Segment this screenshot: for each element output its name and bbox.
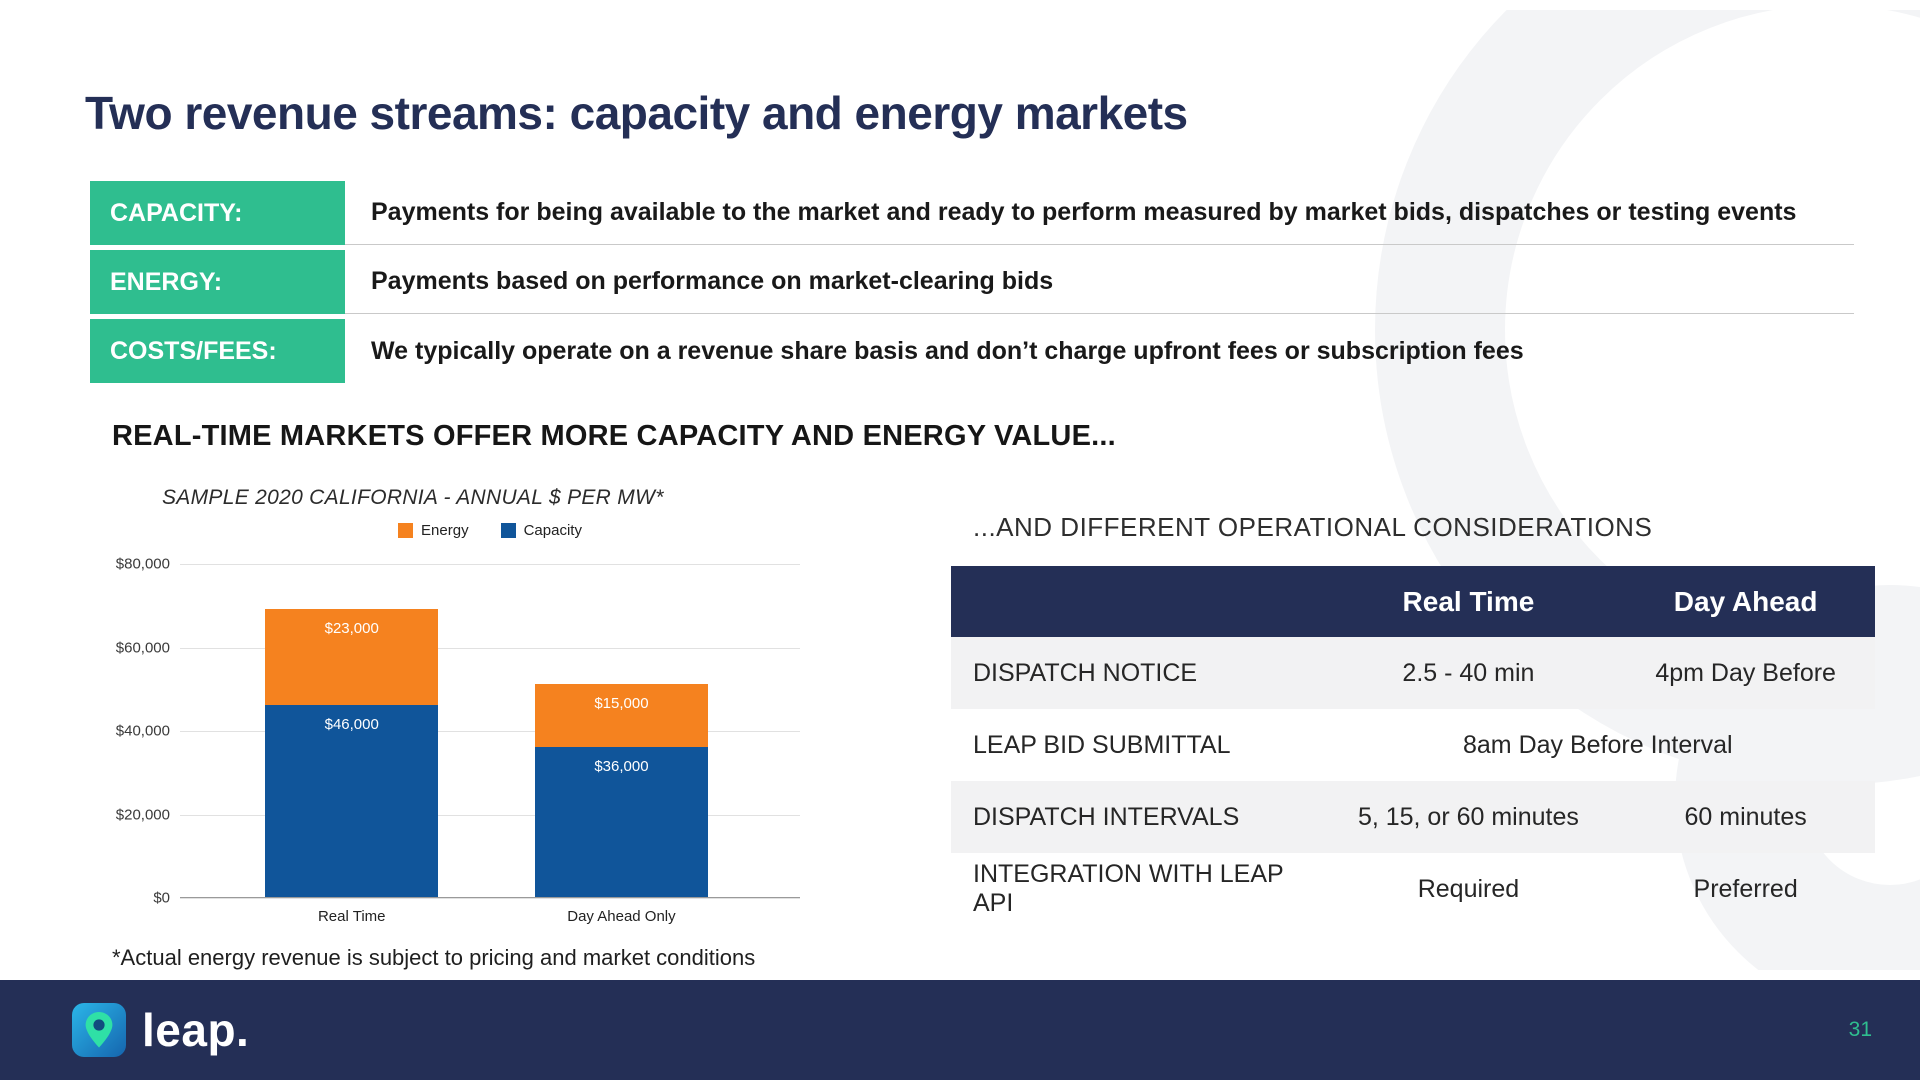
- definition-label: COSTS/FEES:: [90, 319, 345, 383]
- chart-plot: $0 $20,000 $40,000 $60,000 $80,000 $46,000 $23…: [116, 556, 800, 925]
- bar-segment-energy: $23,000: [265, 608, 439, 705]
- gridline: [180, 814, 800, 816]
- section-heading-right: ...AND DIFFERENT OPERATIONAL CONSIDERATI…: [973, 512, 1653, 542]
- energy-legend-swatch: [398, 523, 414, 538]
- row-label: DISPATCH INTERVALS: [973, 802, 1240, 831]
- definitions-list: CAPACITY: Payments for being available t…: [90, 181, 1854, 388]
- table-header-empty: [951, 566, 1321, 637]
- cell-real-time: 5, 15, or 60 minutes: [1357, 802, 1579, 831]
- page-number: 31: [1848, 1018, 1872, 1041]
- definition-row-capacity: CAPACITY: Payments for being available t…: [90, 181, 1854, 245]
- y-axis-tick-label: $0: [153, 889, 170, 907]
- table-header-row: Real Time Day Ahead: [951, 566, 1875, 637]
- row-label: INTEGRATION WITH LEAP API: [973, 860, 1284, 917]
- gridline: [180, 647, 800, 649]
- chart-subtitle: SAMPLE 2020 CALIFORNIA - ANNUAL $ PER MW…: [162, 486, 664, 509]
- cell-day-ahead: Preferred: [1693, 874, 1798, 903]
- chart-legend: Energy Capacity: [180, 522, 800, 539]
- table-row-dispatch-notice: DISPATCH NOTICE 2.5 - 40 min 4pm Day Bef…: [951, 637, 1875, 709]
- leap-logo-icon: [72, 1003, 126, 1057]
- gridline: [180, 564, 800, 565]
- section-heading-left: REAL-TIME MARKETS OFFER MORE CAPACITY AN…: [112, 420, 1116, 452]
- background-watermark-shape: [1375, 10, 1920, 970]
- bar-segment-capacity: $46,000: [265, 704, 439, 897]
- y-axis-tick-label: $20,000: [115, 806, 170, 823]
- table-header-day-ahead: Day Ahead: [1616, 566, 1875, 637]
- gridline: [180, 898, 800, 899]
- cell-day-ahead: 4pm Day Before: [1655, 658, 1836, 687]
- cell-combined: 8am Day Before Interval: [1463, 730, 1733, 759]
- bar-segment-energy: $15,000: [534, 684, 708, 747]
- definition-label: CAPACITY:: [90, 181, 345, 245]
- definition-row-costs-fees: COSTS/FEES: We typically operate on a re…: [90, 319, 1854, 383]
- y-axis-tick-label: $40,000: [115, 722, 170, 740]
- leap-logo: leap.: [72, 1003, 249, 1057]
- definition-row-energy: ENERGY: Payments based on performance on…: [90, 250, 1854, 314]
- row-label: DISPATCH NOTICE: [973, 658, 1198, 687]
- definition-text: Payments for being available to the mark…: [345, 181, 1854, 245]
- operations-table-container: Real Time Day Ahead DISPATCH NOTICE 2.5 …: [951, 566, 1875, 925]
- table-row-dispatch-intervals: DISPATCH INTERVALS 5, 15, or 60 minutes …: [951, 781, 1875, 853]
- definition-label: ENERGY:: [90, 250, 345, 314]
- footer: leap. 31: [0, 980, 1920, 1080]
- legend-item-capacity: Capacity: [500, 522, 582, 539]
- legend-label: Energy: [421, 522, 469, 539]
- bar-value-label: $15,000: [594, 695, 649, 713]
- table-header-real-time: Real Time: [1320, 566, 1617, 637]
- page-title: Two revenue streams: capacity and energy…: [85, 87, 1188, 139]
- bar-value-label: $36,000: [594, 757, 649, 775]
- cell-real-time: Required: [1417, 874, 1520, 903]
- table-row-leap-bid-submittal: LEAP BID SUBMITTAL 8am Day Before Interv…: [951, 709, 1875, 781]
- y-axis-tick-label: $60,000: [115, 639, 170, 656]
- capacity-legend-swatch: [500, 523, 516, 538]
- bar-value-label: $46,000: [324, 715, 379, 733]
- x-axis-category-label: Real Time: [317, 908, 386, 925]
- x-axis-category-label: Day Ahead Only: [567, 908, 676, 925]
- row-label: LEAP BID SUBMITTAL: [973, 730, 1231, 759]
- definition-text: Payments based on performance on market-…: [345, 250, 1854, 314]
- legend-item-energy: Energy: [398, 522, 469, 539]
- bar-value-label: $23,000: [324, 619, 379, 637]
- chart-footnote: *Actual energy revenue is subject to pri…: [112, 945, 756, 970]
- gridline: [180, 731, 800, 732]
- table-row-integration-with-leap-api: INTEGRATION WITH LEAP API Required Prefe…: [951, 853, 1875, 925]
- bar-segment-capacity: $36,000: [534, 746, 708, 897]
- cell-day-ahead: 60 minutes: [1684, 802, 1807, 831]
- y-axis-tick-label: $80,000: [115, 555, 170, 573]
- definition-text: We typically operate on a revenue share …: [371, 336, 1524, 365]
- stacked-bar-chart: Energy Capacity $0 $20,000 $40,000 $60,000 $8…: [100, 522, 900, 952]
- operations-table: Real Time Day Ahead DISPATCH NOTICE 2.5 …: [951, 566, 1875, 925]
- logo-text: leap.: [142, 1004, 250, 1056]
- cell-real-time: 2.5 - 40 min: [1402, 658, 1535, 687]
- legend-label: Capacity: [523, 522, 582, 539]
